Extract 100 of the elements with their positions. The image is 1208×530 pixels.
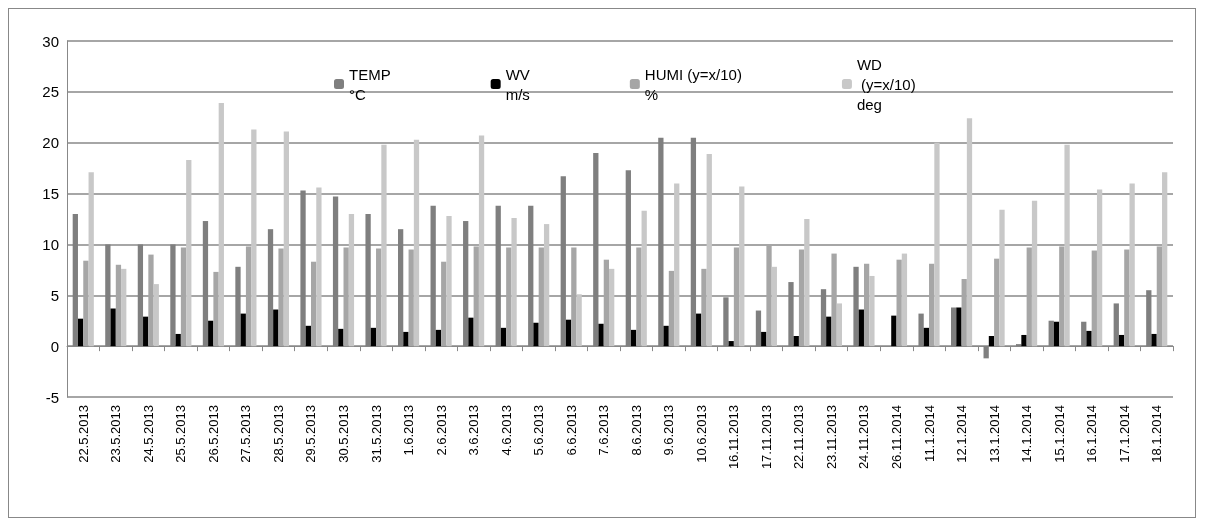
bar bbox=[766, 245, 772, 347]
x-tick-label: 10.6.2013 bbox=[693, 405, 709, 463]
bar bbox=[609, 268, 615, 347]
x-tick-label: 1.6.2013 bbox=[401, 405, 417, 456]
bar bbox=[891, 315, 897, 347]
bar bbox=[771, 266, 777, 347]
bar bbox=[1064, 144, 1070, 347]
bar bbox=[435, 329, 442, 347]
x-tick-label: 4.6.2013 bbox=[498, 405, 514, 456]
bar bbox=[896, 259, 902, 347]
x-tick-label: 6.6.2013 bbox=[563, 405, 579, 456]
bar bbox=[218, 103, 224, 347]
bar bbox=[305, 325, 311, 347]
bar bbox=[473, 246, 479, 347]
bar bbox=[338, 328, 344, 347]
bar bbox=[706, 153, 712, 347]
bar bbox=[603, 259, 610, 347]
bar bbox=[1124, 249, 1130, 347]
bar bbox=[739, 186, 745, 347]
bar bbox=[1156, 246, 1163, 347]
bar bbox=[1096, 189, 1103, 347]
x-tick-label: 23.11.2013 bbox=[823, 405, 839, 470]
bar bbox=[533, 322, 539, 347]
bar bbox=[793, 335, 799, 347]
bar bbox=[1059, 246, 1065, 347]
bar bbox=[208, 320, 214, 347]
bar bbox=[283, 131, 290, 347]
bar bbox=[761, 331, 767, 347]
y-tick-label: 30 bbox=[42, 32, 59, 50]
bar bbox=[408, 249, 414, 347]
bar bbox=[966, 118, 973, 347]
bar bbox=[143, 316, 149, 347]
bar bbox=[663, 325, 669, 347]
x-tick-label: 27.5.2013 bbox=[238, 405, 254, 463]
bar bbox=[901, 253, 908, 347]
bar bbox=[934, 142, 940, 347]
bar bbox=[77, 318, 84, 347]
bar bbox=[543, 224, 550, 347]
x-tick-label: 31.5.2013 bbox=[368, 405, 384, 463]
bar bbox=[316, 187, 322, 347]
bar bbox=[1026, 247, 1032, 347]
bar bbox=[1031, 200, 1038, 347]
x-tick-label: 18.1.2014 bbox=[1149, 405, 1165, 463]
bar bbox=[180, 247, 187, 347]
bar bbox=[376, 248, 382, 347]
bar bbox=[696, 313, 702, 347]
x-tick-label: 24.11.2013 bbox=[856, 405, 872, 470]
bar bbox=[999, 209, 1005, 347]
bar bbox=[468, 317, 474, 347]
bar bbox=[240, 313, 246, 347]
x-tick-label: 13.1.2014 bbox=[986, 405, 1002, 463]
legend-label: WV m/s bbox=[505, 65, 530, 103]
x-tick-label: 16.11.2013 bbox=[726, 405, 742, 470]
bar bbox=[636, 247, 642, 347]
x-tick-label: 2.6.2013 bbox=[433, 405, 449, 456]
bar bbox=[804, 219, 810, 347]
bar bbox=[798, 249, 805, 347]
legend-label: HUMI (y=x/10) % bbox=[644, 65, 742, 103]
x-tick-label: 8.6.2013 bbox=[628, 405, 644, 456]
x-tick-label: 23.5.2013 bbox=[108, 405, 124, 463]
bar bbox=[668, 270, 675, 347]
bar bbox=[831, 253, 837, 347]
bar bbox=[370, 327, 377, 347]
bar bbox=[956, 307, 962, 347]
bar bbox=[446, 215, 452, 347]
bar bbox=[988, 335, 995, 347]
bar bbox=[858, 309, 864, 347]
bar bbox=[674, 183, 680, 347]
bar bbox=[115, 264, 122, 347]
bar bbox=[869, 275, 875, 347]
y-tick-label: 20 bbox=[42, 134, 59, 152]
y-tick-label: 10 bbox=[42, 235, 59, 253]
bar bbox=[571, 247, 577, 347]
bar bbox=[88, 172, 94, 347]
bar bbox=[701, 268, 707, 347]
bar bbox=[1129, 183, 1135, 347]
bar bbox=[381, 144, 387, 347]
x-tick-label: 3.6.2013 bbox=[466, 405, 482, 456]
x-tick-label: 28.5.2013 bbox=[270, 405, 286, 463]
bar bbox=[511, 217, 517, 347]
y-tick-label: -5 bbox=[45, 388, 59, 406]
x-tick-label: 29.5.2013 bbox=[303, 405, 319, 463]
bar bbox=[994, 258, 1000, 347]
y-tick-label: 25 bbox=[42, 83, 59, 101]
y-tick-label: 5 bbox=[50, 286, 59, 304]
y-tick-label: 15 bbox=[42, 185, 59, 203]
bar bbox=[929, 263, 935, 347]
x-tick-label: 30.5.2013 bbox=[336, 405, 351, 463]
bar bbox=[565, 319, 572, 347]
bar bbox=[121, 268, 127, 347]
bar bbox=[506, 247, 512, 347]
bar bbox=[923, 327, 930, 347]
bar bbox=[1151, 333, 1157, 347]
bar bbox=[961, 279, 967, 347]
bar bbox=[403, 331, 409, 347]
legend-label: WD (y=x/10) deg bbox=[856, 55, 916, 113]
x-tick-label: 7.6.2013 bbox=[596, 405, 612, 456]
bar bbox=[863, 263, 870, 347]
bar bbox=[343, 247, 349, 347]
bar bbox=[826, 316, 832, 347]
